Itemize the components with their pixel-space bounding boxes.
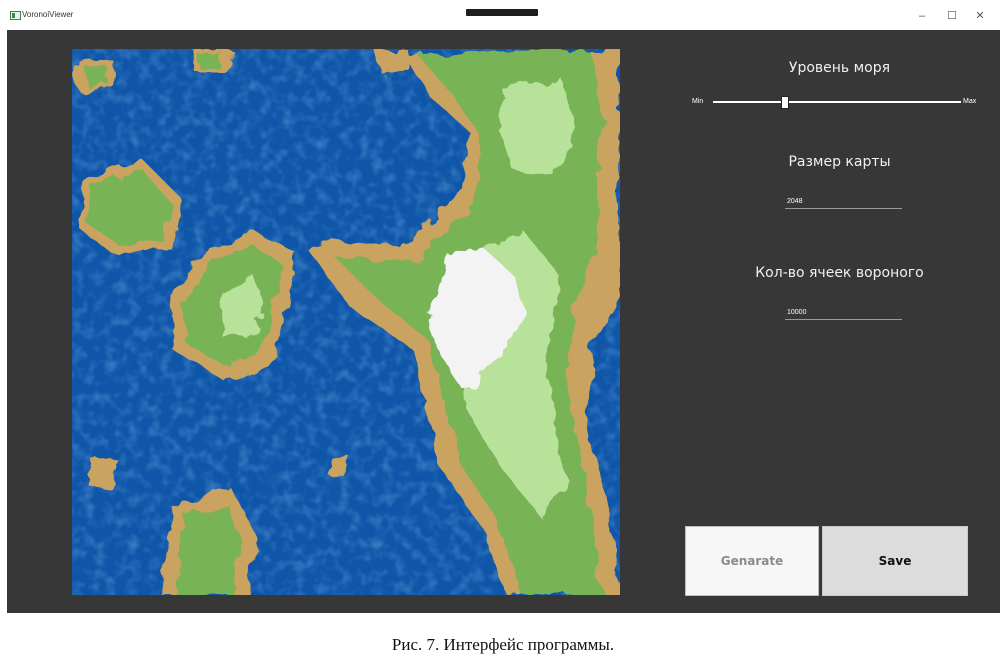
snow-peak <box>427 247 527 389</box>
figure-caption: Рис. 7. Интерфейс программы. <box>391 635 615 654</box>
sea-level-slider-thumb[interactable] <box>780 96 789 109</box>
sea-level-label: Уровень моря <box>788 60 891 76</box>
close-icon[interactable]: ✕ <box>975 10 985 22</box>
map-size-input[interactable] <box>785 195 902 209</box>
voronoi-cells-input[interactable] <box>785 306 902 320</box>
save-button[interactable]: Save <box>822 526 968 596</box>
minimize-icon[interactable]: – <box>918 10 926 22</box>
window-title: VoronoiViewer <box>22 10 74 19</box>
slider-max-label: Max <box>963 98 977 105</box>
settings-panel: Уровень моря Min Max Размер карты Кол-во… <box>679 30 1000 613</box>
voronoi-cells-label: Кол-во ячеек вороного <box>755 265 924 281</box>
generate-button[interactable]: Genarate <box>685 526 819 596</box>
slider-min-label: Min <box>692 98 704 105</box>
client-area: Уровень моря Min Max Размер карты Кол-во… <box>7 30 1000 613</box>
drag-handle[interactable] <box>466 9 538 16</box>
maximize-icon[interactable]: ☐ <box>947 10 957 22</box>
app-window: VoronoiViewer – ☐ ✕ <box>0 0 1006 613</box>
title-bar[interactable]: VoronoiViewer – ☐ ✕ <box>0 0 1006 30</box>
terrain-map <box>72 49 620 595</box>
app-icon <box>10 11 21 20</box>
sea-level-slider-track[interactable] <box>713 101 961 103</box>
voronoi-map-view <box>72 49 620 595</box>
map-size-label: Размер карты <box>788 154 891 170</box>
